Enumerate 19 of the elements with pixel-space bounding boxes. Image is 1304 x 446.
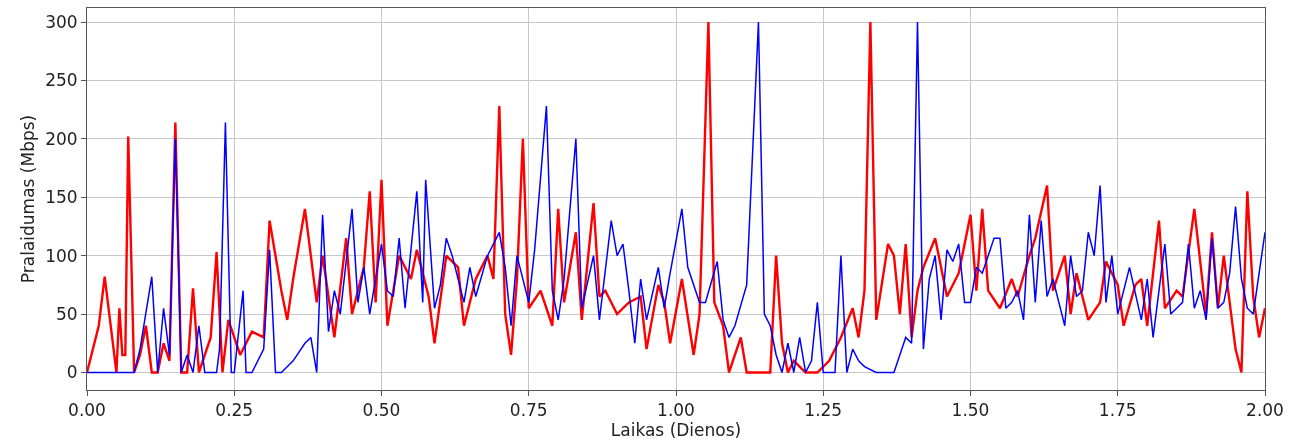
x-tick-label: 2.00 <box>1246 400 1284 421</box>
y-tick-label: 50 <box>55 304 78 325</box>
y-tick-label: 150 <box>45 187 78 208</box>
x-tick-label: 0.50 <box>362 400 401 421</box>
x-tick-label: 1.00 <box>657 400 695 421</box>
y-tick-label: 100 <box>45 245 78 266</box>
x-tick-label: 1.50 <box>951 400 990 421</box>
x-tick-label: 1.25 <box>804 400 843 421</box>
x-tick-label: 0.75 <box>509 400 548 421</box>
x-tick-label: 0.00 <box>68 400 106 421</box>
x-axis-title: Laikas (Dienos) <box>610 420 742 441</box>
y-tick-label: 250 <box>45 70 78 91</box>
y-tick-label: 0 <box>66 362 78 383</box>
x-tick-label: 0.25 <box>215 400 254 421</box>
x-tick-label: 1.75 <box>1098 400 1137 421</box>
y-tick-label: 200 <box>45 128 78 149</box>
line-series <box>87 20 1265 374</box>
y-tick-label: 300 <box>45 11 78 32</box>
y-axis-title: Pralaidumas (Mbps) <box>17 114 38 284</box>
